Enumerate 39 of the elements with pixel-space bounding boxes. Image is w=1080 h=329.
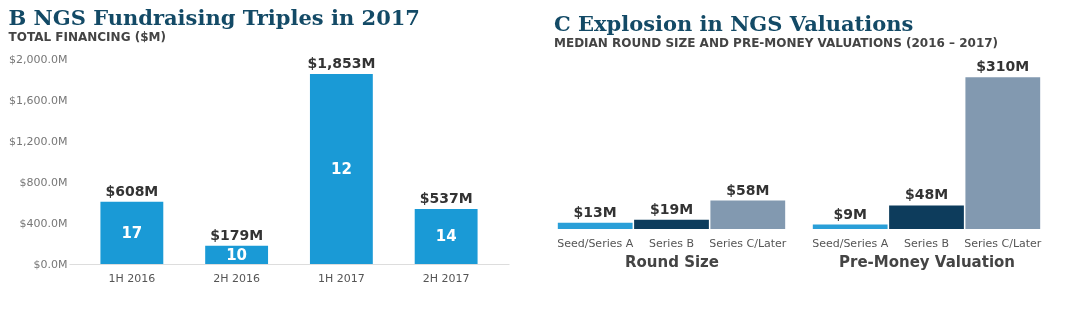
x-tick-label: 1H 2017 [318,271,365,285]
x-tick-label: 1H 2016 [108,271,156,285]
y-tick-label: $1,600.0M [9,93,68,107]
bar [414,208,478,264]
data-label: $537M [419,189,473,206]
data-label: $9M [833,205,867,222]
y-tick-label: $1,200.0M [9,134,68,148]
x-tick-label: 2H 2016 [213,271,260,285]
data-label: $58M [726,181,770,198]
x-tick-label: Seed/Series A [557,236,634,250]
data-label: $19M [649,200,694,217]
data-label: $310M [976,58,1030,75]
y-tick-label: $400.0M [19,216,68,230]
text: C Explosion in NGS Valuations [554,11,914,36]
annotation: 10 [226,245,248,264]
x-tick-label: Series C/Later [964,236,1042,250]
data-label: $13M [573,203,617,220]
x-tick-label: 2H 2017 [422,271,470,285]
y-tick-label: $2,000.0M [9,52,68,66]
chart-subtitle: MEDIAN ROUND SIZE AND PRE-MONEY VALUATIONS (2016 – 2017) [554,36,999,50]
x-tick-label: Series B [649,236,694,250]
annotation: 12 [330,160,352,179]
bar [309,74,373,264]
y-tick-label: $0.0M [33,257,68,271]
annotation: 14 [435,227,457,246]
x-tick-label: Seed/Series A [812,236,889,250]
x-axis-title: Pre-Money Valuation [838,252,1016,271]
chart-subtitle: TOTAL FINANCING ($M) [8,30,166,44]
x-tick-label: Series B [904,236,949,250]
x-tick-label: Series C/Later [709,236,787,250]
data-label: $48M [904,186,949,203]
bar [100,201,164,264]
data-label: $1,853M [307,55,376,72]
data-label: $179M [210,226,264,243]
x-axis-title: Round Size [624,252,720,271]
y-tick-label: $800.0M [19,175,68,189]
text: B NGS Fundraising Triples in 2017 [8,5,420,30]
data-label: $608M [105,182,159,199]
annotation: 17 [121,223,143,242]
